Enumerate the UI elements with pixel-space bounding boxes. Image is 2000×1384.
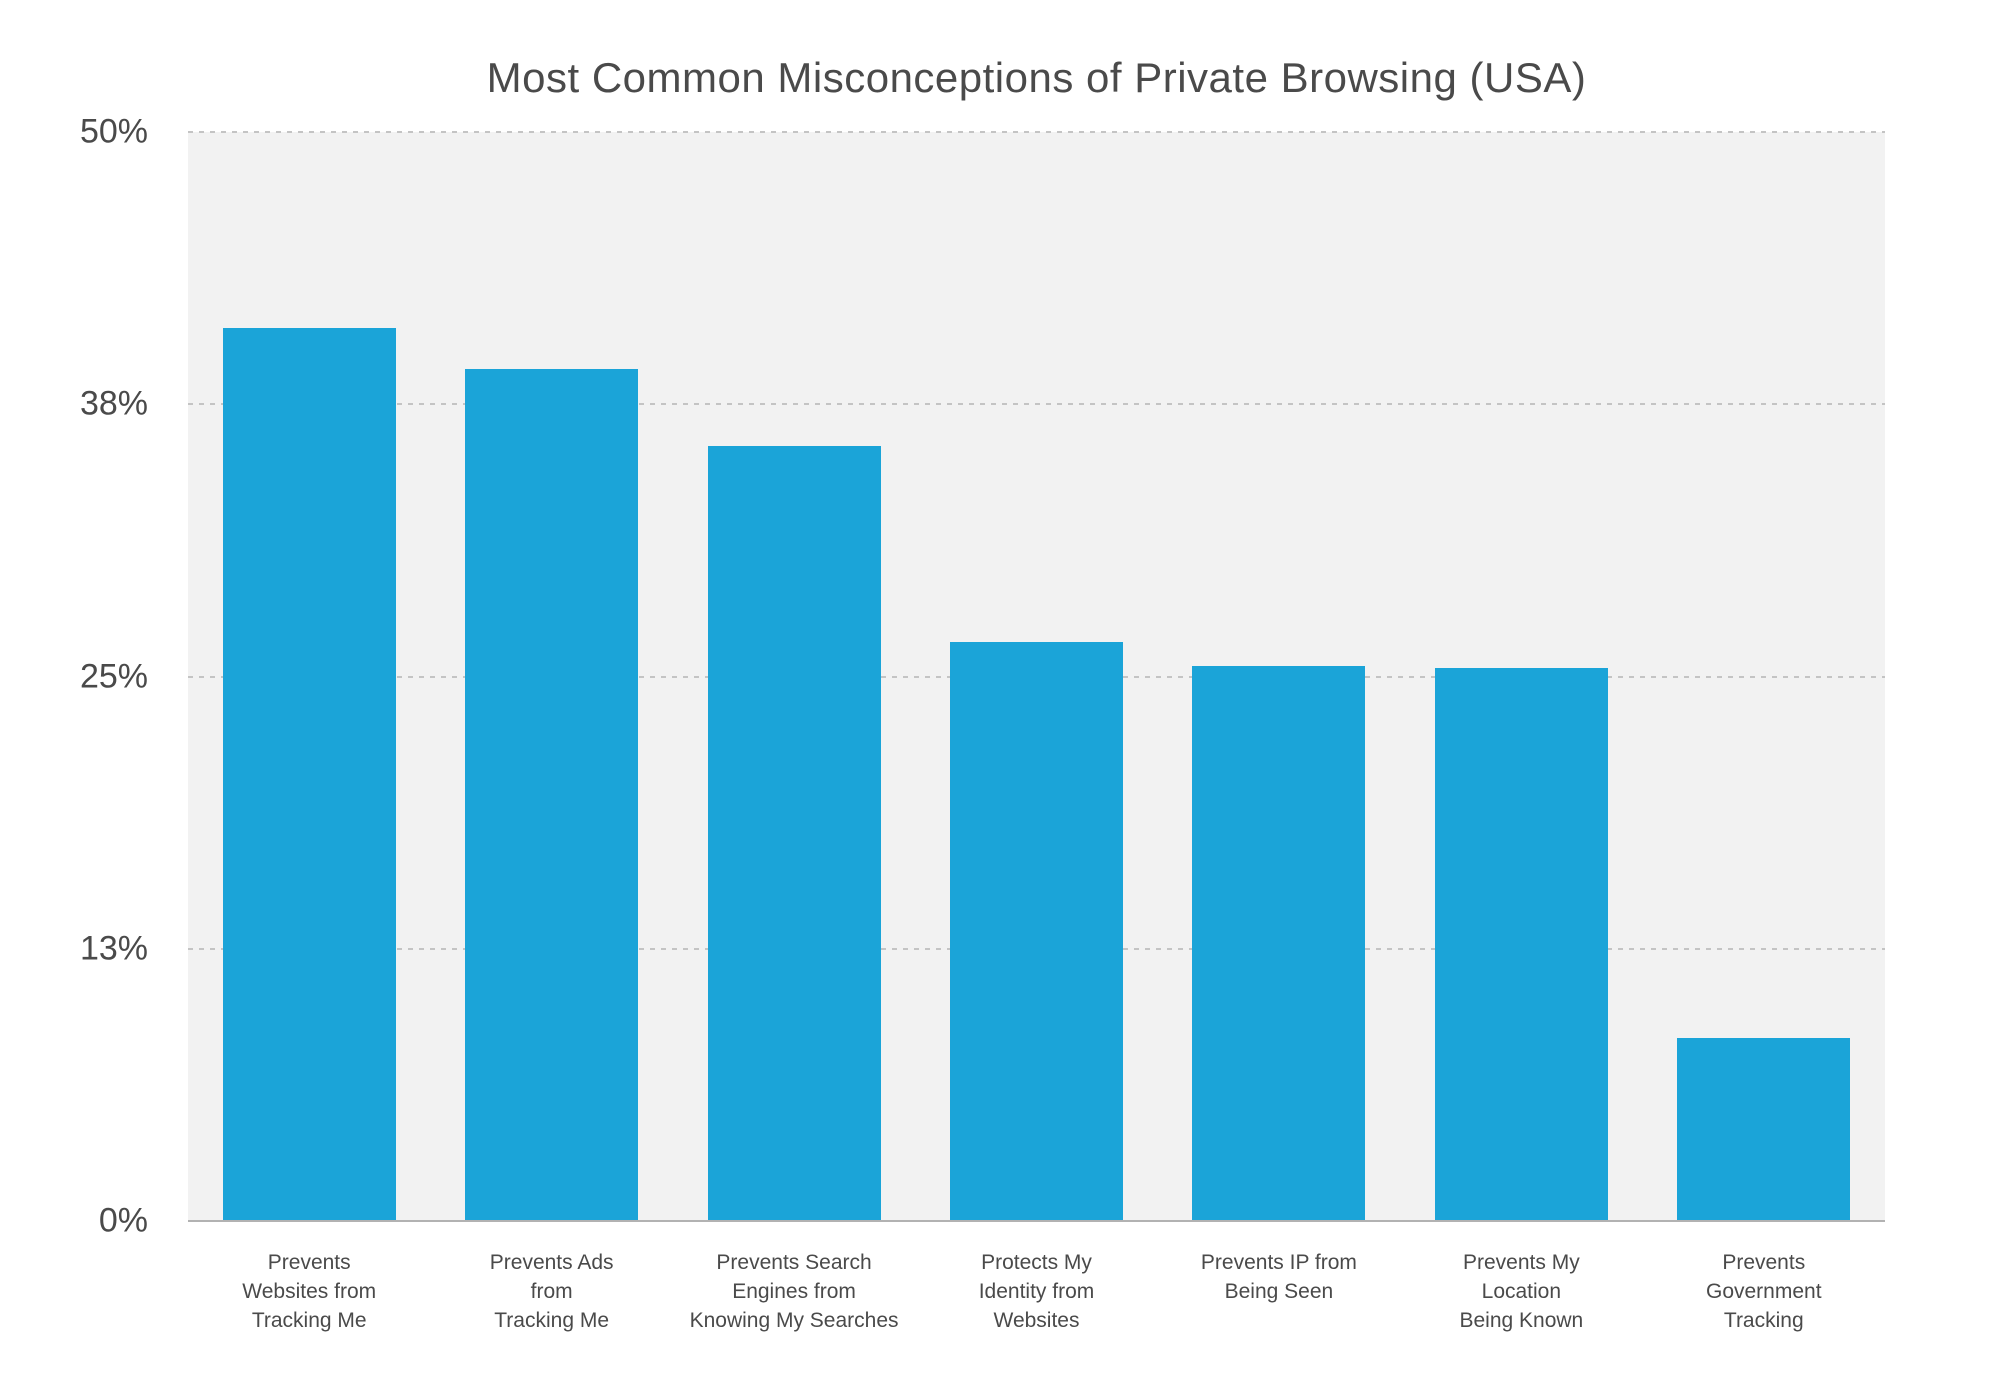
gridline-50% xyxy=(188,131,1885,133)
plot-area xyxy=(188,131,1885,1222)
x-category-label-line: Tracking Me xyxy=(494,1309,610,1332)
x-category-label-line: Prevents xyxy=(1722,1251,1806,1274)
x-category-label-line: Tracking Me xyxy=(251,1309,367,1332)
bar xyxy=(1192,665,1366,1221)
x-category-label-line: Prevents My xyxy=(1463,1251,1580,1274)
bar xyxy=(1677,1038,1851,1221)
x-category-label: Protects My Identity from Websites xyxy=(915,1248,1157,1335)
x-category-label: Prevents My Location Being Known xyxy=(1400,1248,1642,1335)
x-category-label-line: Location xyxy=(1481,1280,1562,1303)
x-category-label-line: Government xyxy=(1705,1280,1822,1303)
x-category-label: Prevents Ads from Tracking Me xyxy=(430,1248,672,1335)
x-category-label: Prevents Government Tracking xyxy=(1643,1248,1885,1335)
x-axis-line xyxy=(188,1220,1885,1222)
x-category-label-line: Being Seen xyxy=(1224,1280,1334,1303)
x-category-label-line: Prevents xyxy=(267,1251,351,1274)
y-tick-label: 50% xyxy=(79,112,148,151)
bar xyxy=(222,328,396,1221)
gridline-38% xyxy=(188,403,1885,406)
x-category-label-line: Identity from xyxy=(978,1280,1095,1303)
x-category-label-line: Being Known xyxy=(1459,1309,1584,1332)
bar xyxy=(1434,667,1608,1221)
x-axis-category-labels: Prevents Websites from Tracking Me Prevents… xyxy=(188,1248,1885,1358)
x-category-label-line: Websites from xyxy=(242,1280,377,1303)
x-category-label: Prevents IP from Being Seen xyxy=(1158,1248,1400,1306)
x-category-label-line: Tracking xyxy=(1723,1309,1804,1332)
bar xyxy=(707,445,881,1221)
y-tick-label: 13% xyxy=(79,929,148,968)
bar xyxy=(950,641,1123,1221)
y-tick-label: 0% xyxy=(98,1201,148,1240)
x-category-label-line: Knowing My Searches xyxy=(689,1309,899,1332)
x-category-label-line: Websites xyxy=(993,1309,1080,1332)
x-category-label: Prevents Search Engines from Knowing My Se… xyxy=(673,1248,915,1335)
x-category-label-line: Prevents Search xyxy=(716,1251,872,1274)
x-category-label-line: Protects My xyxy=(981,1251,1092,1274)
chart-title: Most Common Misconceptions of Private Br… xyxy=(486,54,1587,101)
x-category-label-line: Prevents IP from xyxy=(1200,1251,1357,1274)
x-category-label-line: Engines from xyxy=(732,1280,856,1303)
bar xyxy=(465,369,639,1221)
x-category-label-line: from xyxy=(530,1280,573,1303)
x-category-label-line: Prevents Ads xyxy=(489,1251,614,1274)
y-tick-label: 25% xyxy=(79,656,148,695)
y-tick-label: 38% xyxy=(79,384,148,423)
x-category-label: Prevents Websites from Tracking Me xyxy=(188,1248,430,1335)
